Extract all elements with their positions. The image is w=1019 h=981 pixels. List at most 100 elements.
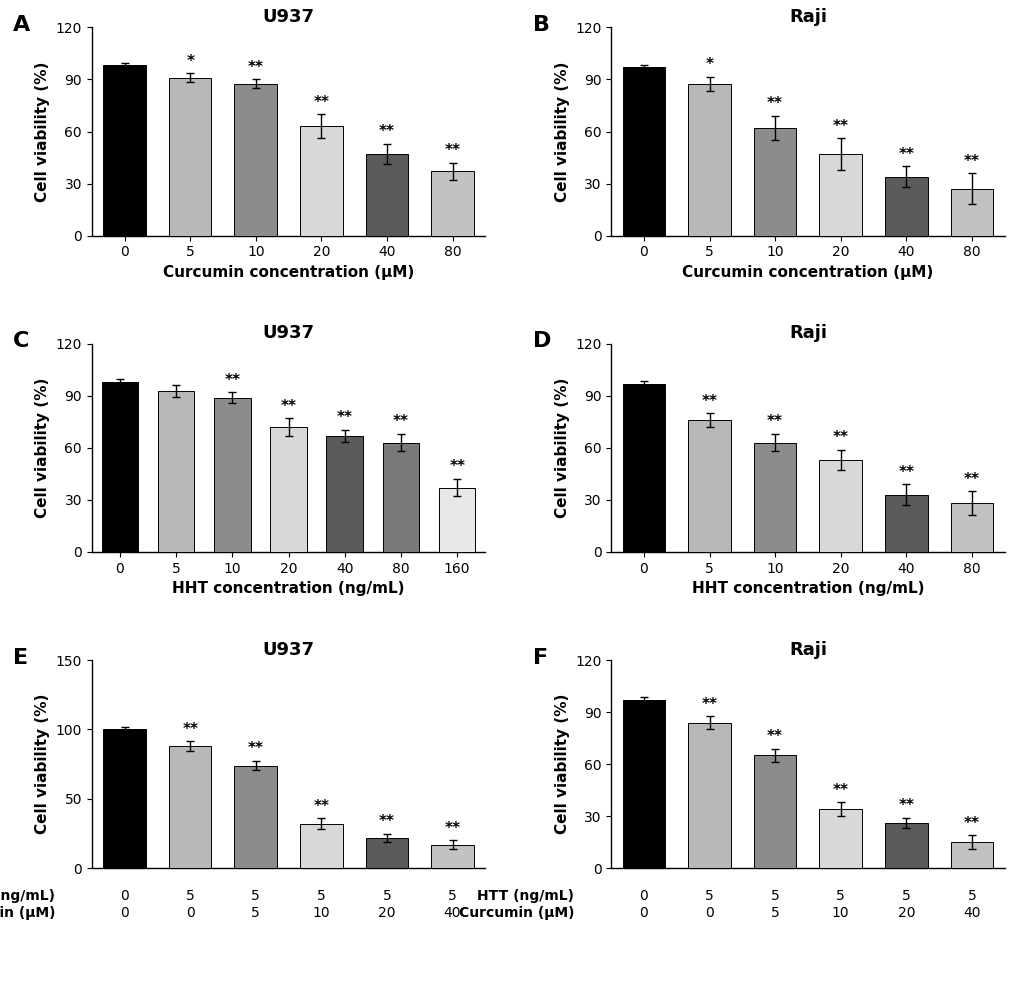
Text: 0: 0 <box>639 905 648 919</box>
Text: 40: 40 <box>443 905 461 919</box>
Bar <box>214 397 251 552</box>
Bar <box>818 460 861 552</box>
Bar <box>818 154 861 235</box>
Bar <box>438 488 475 552</box>
Text: 0: 0 <box>120 889 128 903</box>
Text: **: ** <box>182 722 198 737</box>
Text: **: ** <box>832 783 848 798</box>
Y-axis label: Cell viability (%): Cell viability (%) <box>554 694 569 834</box>
Text: **: ** <box>832 119 848 133</box>
Text: **: ** <box>448 459 465 475</box>
X-axis label: HHT concentration (ng/mL): HHT concentration (ng/mL) <box>172 581 405 596</box>
Title: U937: U937 <box>262 641 314 658</box>
Text: C: C <box>13 332 30 351</box>
Bar <box>884 494 926 552</box>
Title: Raji: Raji <box>788 8 826 26</box>
Text: **: ** <box>963 154 979 169</box>
Text: 5: 5 <box>836 889 845 903</box>
Bar <box>102 382 138 552</box>
Bar <box>818 809 861 868</box>
Text: 40: 40 <box>962 905 979 919</box>
Text: HTT (ng/mL): HTT (ng/mL) <box>477 889 574 903</box>
Text: D: D <box>532 332 550 351</box>
Text: **: ** <box>701 393 717 408</box>
X-axis label: Curcumin concentration (μM): Curcumin concentration (μM) <box>682 265 932 280</box>
Text: 5: 5 <box>704 889 713 903</box>
Bar <box>622 68 664 235</box>
Text: Curcumin (μM): Curcumin (μM) <box>459 905 574 919</box>
Text: 5: 5 <box>901 889 910 903</box>
Text: 20: 20 <box>378 905 395 919</box>
Text: **: ** <box>248 741 264 756</box>
Bar <box>169 747 211 868</box>
Bar <box>158 390 195 552</box>
Text: 5: 5 <box>251 905 260 919</box>
Text: *: * <box>705 57 713 73</box>
Text: E: E <box>13 647 29 668</box>
Bar <box>382 442 419 552</box>
Text: **: ** <box>766 414 783 430</box>
Text: *: * <box>186 54 194 69</box>
Text: **: ** <box>224 373 240 387</box>
Bar <box>688 723 731 868</box>
Bar <box>431 172 474 235</box>
Text: **: ** <box>444 143 460 158</box>
Text: **: ** <box>766 729 783 744</box>
Text: 5: 5 <box>447 889 457 903</box>
Bar <box>950 188 993 235</box>
Bar <box>234 765 277 868</box>
Bar <box>753 442 796 552</box>
Y-axis label: Cell viability (%): Cell viability (%) <box>554 62 569 202</box>
Bar <box>688 83 731 235</box>
Title: U937: U937 <box>262 8 314 26</box>
Bar <box>169 77 211 235</box>
Bar <box>365 838 408 868</box>
Text: 5: 5 <box>967 889 975 903</box>
Bar <box>103 729 146 868</box>
Title: U937: U937 <box>262 325 314 342</box>
Bar <box>431 845 474 868</box>
Text: 20: 20 <box>897 905 914 919</box>
X-axis label: Curcumin concentration (μM): Curcumin concentration (μM) <box>163 265 414 280</box>
X-axis label: HHT concentration (ng/mL): HHT concentration (ng/mL) <box>691 581 923 596</box>
Text: 0: 0 <box>185 905 195 919</box>
Text: A: A <box>13 15 31 35</box>
Text: 5: 5 <box>382 889 391 903</box>
Text: 0: 0 <box>639 889 648 903</box>
Text: **: ** <box>766 96 783 111</box>
Bar <box>326 436 363 552</box>
Text: 5: 5 <box>317 889 325 903</box>
Text: **: ** <box>378 124 394 139</box>
Bar <box>884 823 926 868</box>
Bar <box>300 824 342 868</box>
Text: **: ** <box>336 410 353 425</box>
Bar <box>622 700 664 868</box>
Text: 5: 5 <box>770 889 779 903</box>
Text: **: ** <box>963 815 979 831</box>
Text: **: ** <box>963 472 979 487</box>
Text: F: F <box>532 647 547 668</box>
Text: **: ** <box>898 465 913 480</box>
Bar <box>365 154 408 235</box>
Bar <box>753 129 796 235</box>
Bar <box>688 420 731 552</box>
Y-axis label: Cell viability (%): Cell viability (%) <box>554 378 569 518</box>
Bar <box>950 842 993 868</box>
Text: B: B <box>532 15 549 35</box>
Bar <box>270 427 307 552</box>
Text: **: ** <box>832 430 848 445</box>
Bar <box>300 127 342 235</box>
Text: 5: 5 <box>251 889 260 903</box>
Text: 5: 5 <box>185 889 195 903</box>
Bar <box>950 503 993 552</box>
Text: **: ** <box>313 94 329 110</box>
Text: 0: 0 <box>704 905 713 919</box>
Text: **: ** <box>378 814 394 829</box>
Title: Raji: Raji <box>788 325 826 342</box>
Bar <box>753 755 796 868</box>
Y-axis label: Cell viability (%): Cell viability (%) <box>35 694 50 834</box>
Text: **: ** <box>313 799 329 813</box>
Bar <box>234 83 277 235</box>
Text: **: ** <box>898 146 913 162</box>
Text: Curcumin (μM): Curcumin (μM) <box>0 905 55 919</box>
